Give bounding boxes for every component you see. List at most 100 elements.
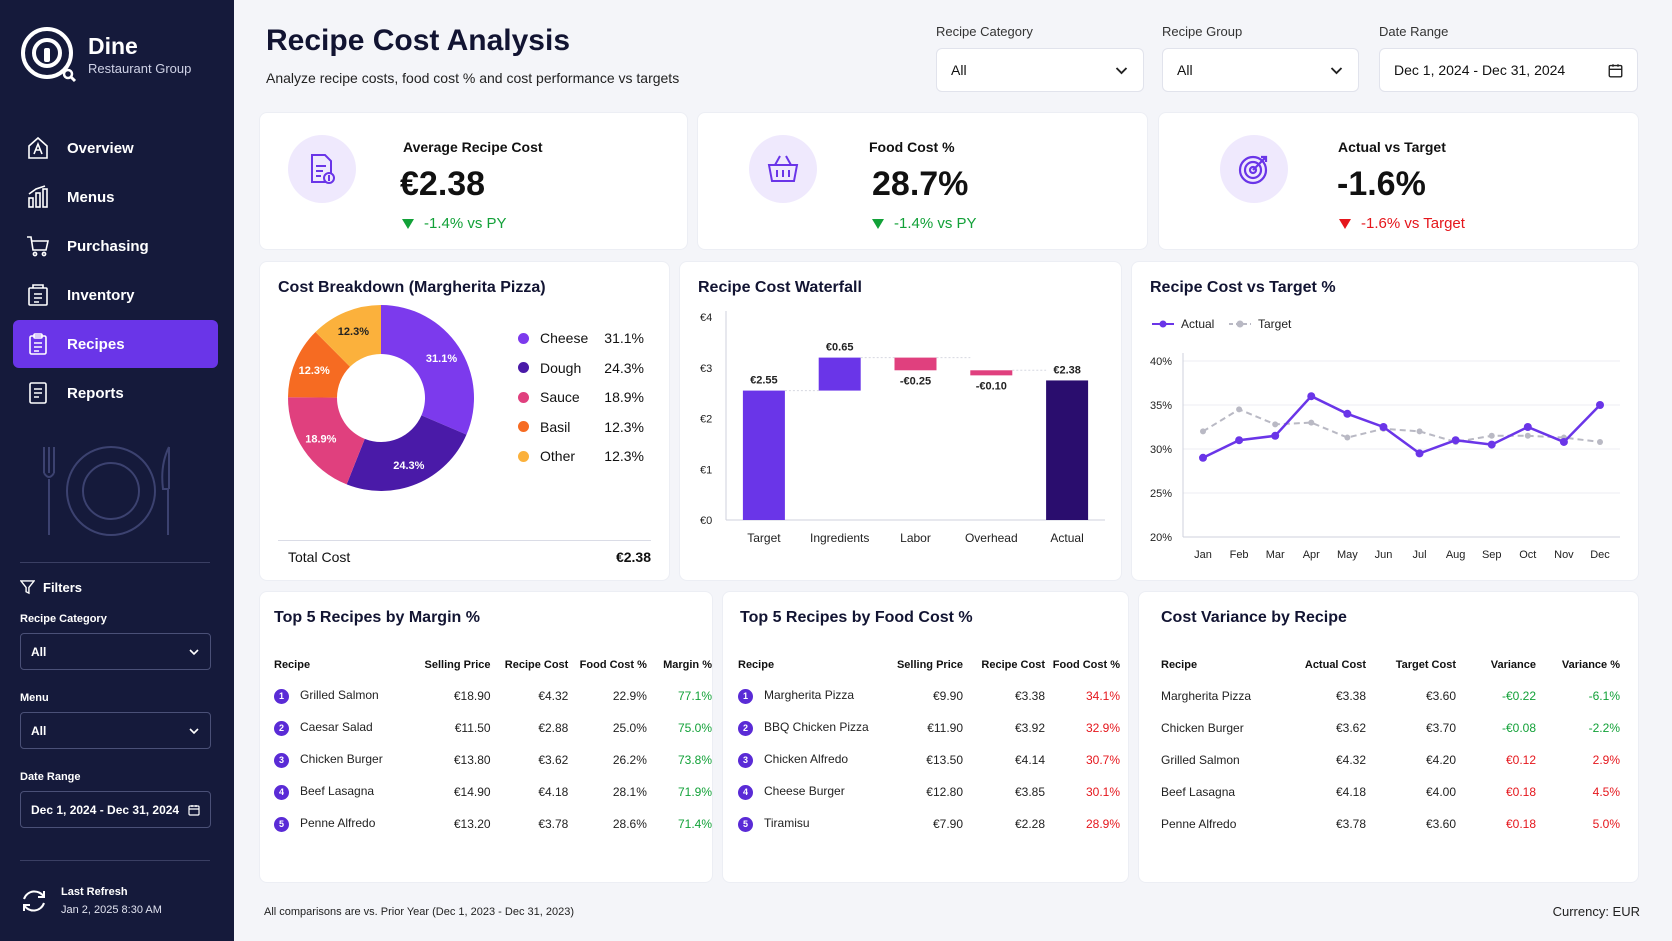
brand-logo[interactable]: Dine Restaurant Group — [20, 26, 191, 84]
point-actual[interactable] — [1559, 437, 1568, 446]
table-row[interactable]: 1 Margherita Pizza €9.90 €3.38 34.1% — [738, 680, 1120, 712]
filter-label: Recipe Category — [936, 24, 1033, 39]
date-range-picker[interactable]: Dec 1, 2024 - Dec 31, 2024 — [20, 791, 211, 828]
legend-label: Cheese — [540, 330, 589, 346]
table-row[interactable]: Margherita Pizza €3.38 €3.60 -€0.22 -6.1% — [1161, 680, 1620, 712]
refresh-icon[interactable] — [20, 887, 48, 915]
point-actual[interactable] — [1235, 436, 1244, 445]
rank-badge: 5 — [274, 816, 289, 832]
recipe-category-select[interactable]: All — [20, 633, 211, 670]
point-target[interactable] — [1597, 438, 1603, 445]
line-chart: 20% 25% 30% 35% 40% Jan Feb Mar Apr May Jun Jul Aug S… — [1150, 317, 1620, 561]
point-target[interactable] — [1308, 419, 1315, 426]
point-actual[interactable] — [1487, 440, 1496, 449]
point-actual[interactable] — [1199, 453, 1207, 462]
waterfall-bar-actual[interactable] — [1046, 380, 1089, 520]
rank-badge: 1 — [738, 688, 753, 704]
point-actual[interactable] — [1271, 431, 1280, 440]
waterfall-bar-labor[interactable] — [894, 357, 937, 371]
column-header[interactable]: Variance % — [1561, 659, 1620, 671]
column-header[interactable]: Recipe Cost — [504, 659, 569, 671]
recipe-category-dropdown[interactable]: All — [936, 48, 1144, 92]
brand-name: Dine — [88, 32, 138, 59]
table-row[interactable]: 3 Chicken Burger €13.80 €3.62 26.2% 73.8% — [274, 744, 712, 776]
column-header[interactable]: Food Cost % — [1052, 659, 1120, 671]
point-actual[interactable] — [1415, 449, 1424, 458]
column-header[interactable]: Selling Price — [424, 659, 491, 671]
nav-item-inventory[interactable]: Inventory — [13, 271, 218, 319]
waterfall-bar-overhead[interactable] — [970, 370, 1013, 376]
table-cell: 3 Chicken Burger — [274, 744, 396, 776]
point-target[interactable] — [1200, 428, 1206, 435]
x-tick-label: Feb — [1230, 549, 1249, 561]
table-cell: 73.8% — [677, 753, 712, 767]
point-target[interactable] — [1488, 432, 1495, 439]
table-row[interactable]: 3 Chicken Alfredo €13.50 €4.14 30.7% — [738, 744, 1120, 776]
point-actual[interactable] — [1523, 423, 1532, 431]
donut-slice-dough[interactable] — [346, 415, 467, 491]
point-target[interactable] — [1344, 434, 1351, 441]
x-tick-label: Overhead — [965, 531, 1018, 545]
table-row[interactable]: Chicken Burger €3.62 €3.70 -€0.08 -2.2% — [1161, 712, 1620, 744]
clipboard-icon — [29, 333, 47, 355]
legend-item-sauce: Sauce 18.9% — [518, 389, 644, 405]
report-icon — [29, 382, 47, 404]
table-row[interactable]: Grilled Salmon €4.32 €4.20 €0.12 2.9% — [1161, 744, 1620, 776]
donut-slice-cheese[interactable] — [381, 305, 474, 435]
kpi-value: €2.38 — [400, 165, 486, 203]
nav-item-reports[interactable]: Reports — [13, 369, 218, 417]
point-target[interactable] — [1524, 432, 1531, 439]
column-header[interactable]: Selling Price — [896, 659, 963, 671]
kpi-delta-text: -1.6% vs Target — [1361, 215, 1465, 232]
column-header[interactable]: Target Cost — [1395, 659, 1456, 671]
legend-label: Other — [540, 448, 576, 464]
table-row[interactable]: 2 Caesar Salad €11.50 €2.88 25.0% 75.0% — [274, 712, 712, 744]
point-actual[interactable] — [1379, 423, 1388, 431]
waterfall-bar-target[interactable] — [742, 390, 785, 520]
dropdown-value: All — [1177, 62, 1193, 78]
column-header[interactable]: Recipe — [738, 659, 775, 671]
recipe-group-dropdown[interactable]: All — [1162, 48, 1359, 92]
point-target[interactable] — [1236, 406, 1243, 413]
donut-slice-sauce[interactable] — [288, 397, 365, 485]
point-actual[interactable] — [1343, 409, 1352, 418]
document-cost-icon — [311, 154, 335, 184]
table-row[interactable]: 4 Cheese Burger €12.80 €3.85 30.1% — [738, 776, 1120, 808]
point-target[interactable] — [1416, 428, 1423, 435]
donut-slice-basil[interactable] — [288, 331, 351, 398]
column-header[interactable]: Variance — [1490, 659, 1536, 671]
column-header[interactable]: Actual Cost — [1304, 659, 1366, 671]
nav-item-menus[interactable]: Menus — [13, 173, 218, 221]
table-row[interactable]: 2 BBQ Chicken Pizza €11.90 €3.92 32.9% — [738, 712, 1120, 744]
point-target[interactable] — [1272, 421, 1279, 428]
table-row[interactable]: Penne Alfredo €3.78 €3.60 €0.18 5.0% — [1161, 808, 1620, 840]
donut-slice-other[interactable] — [315, 305, 381, 367]
table-row[interactable]: 5 Tiramisu €7.90 €2.28 28.9% — [738, 808, 1120, 840]
point-actual[interactable] — [1451, 436, 1460, 445]
column-header[interactable]: Food Cost % — [579, 659, 647, 671]
table-cell: €18.90 — [453, 689, 491, 703]
column-header[interactable]: Recipe — [1161, 659, 1198, 671]
bar-value-label: €2.55 — [750, 375, 778, 387]
menu-value: All — [31, 723, 47, 738]
column-header[interactable]: Recipe — [274, 659, 311, 671]
point-actual[interactable] — [1307, 392, 1316, 401]
waterfall-bar-ingredients[interactable] — [818, 357, 861, 391]
card-title: Top 5 Recipes by Food Cost % — [740, 609, 973, 626]
nav-item-overview[interactable]: Overview — [13, 124, 218, 172]
column-header[interactable]: Margin % — [663, 659, 712, 671]
table-row[interactable]: 5 Penne Alfredo €13.20 €3.78 28.6% 71.4% — [274, 808, 712, 840]
table-cell: €3.62 — [1335, 721, 1366, 735]
nav-item-recipes[interactable]: Recipes — [13, 320, 218, 368]
point-actual[interactable] — [1596, 401, 1604, 409]
kpi-delta-text: -1.4% vs PY — [424, 215, 507, 232]
menu-select[interactable]: All — [20, 712, 211, 749]
nav-item-purchasing[interactable]: Purchasing — [13, 222, 218, 270]
x-tick-label: Nov — [1554, 549, 1574, 561]
table-row[interactable]: 1 Grilled Salmon €18.90 €4.32 22.9% 77.1% — [274, 680, 712, 712]
column-header[interactable]: Recipe Cost — [981, 659, 1045, 671]
legend-label: Dough — [540, 359, 582, 376]
table-row[interactable]: Beef Lasagna €4.18 €4.00 €0.18 4.5% — [1161, 776, 1620, 808]
date-range-input[interactable]: Dec 1, 2024 - Dec 31, 2024 — [1379, 48, 1638, 92]
table-row[interactable]: 4 Beef Lasagna €14.90 €4.18 28.1% 71.9% — [274, 776, 712, 808]
